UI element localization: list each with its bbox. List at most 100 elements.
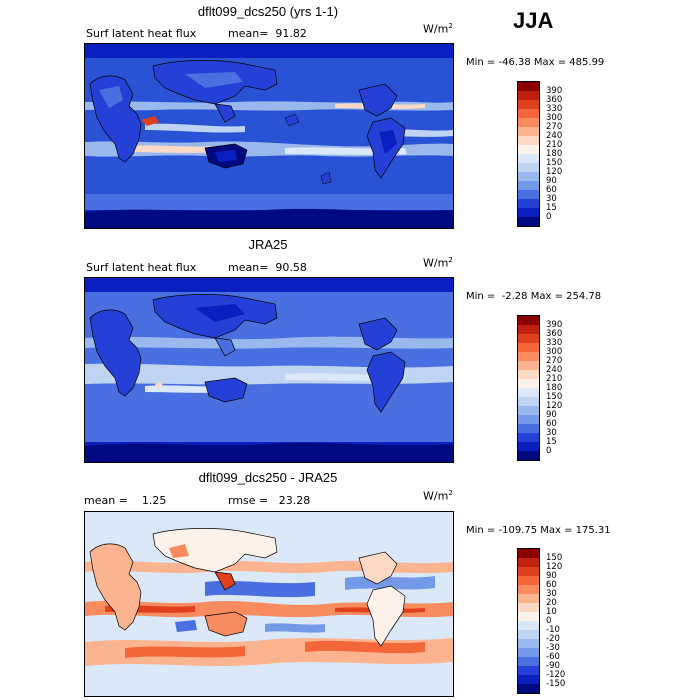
colorbar-obs-segment	[518, 334, 539, 343]
colorbar-model-segment	[518, 163, 539, 172]
colorbar-obs-segment	[518, 406, 539, 415]
colorbar-diff-label: 10	[546, 607, 557, 617]
panel-obs-mean-label: mean= 90.58	[228, 261, 307, 274]
colorbar-obs-segment	[518, 361, 539, 370]
colorbar-model	[517, 81, 540, 227]
colorbar-diff-segment	[518, 585, 539, 594]
panel-model-variable-label: Surf latent heat flux	[86, 27, 197, 40]
colorbar-obs-label: 15	[546, 437, 557, 447]
colorbar-diff-label: -30	[546, 643, 560, 653]
colorbar-diff-segment	[518, 549, 539, 558]
colorbar-diff-label: 60	[546, 580, 557, 590]
colorbar-obs-label: 330	[546, 338, 563, 348]
colorbar-model-segment	[518, 199, 539, 208]
colorbar-obs-label: 300	[546, 347, 563, 357]
colorbar-diff-segment	[518, 603, 539, 612]
colorbar-obs-segment	[518, 370, 539, 379]
colorbar-model-label: 60	[546, 185, 557, 195]
colorbar-obs-label: 360	[546, 329, 563, 339]
colorbar-obs-label: 390	[546, 320, 563, 330]
panel-obs-variable-label: Surf latent heat flux	[86, 261, 197, 274]
colorbar-model-label: 15	[546, 203, 557, 213]
colorbar-model-segment	[518, 217, 539, 226]
colorbar-diff-segment	[518, 630, 539, 639]
colorbar-model-label: 330	[546, 104, 563, 114]
panel-obs-title: JRA25	[248, 237, 288, 252]
colorbar-diff-segment	[518, 558, 539, 567]
colorbar-obs-segment	[518, 442, 539, 451]
colorbar-model-segment	[518, 208, 539, 217]
colorbar-obs-label: 120	[546, 401, 563, 411]
colorbar-model-label: 0	[546, 212, 552, 222]
colorbar-model-segment	[518, 145, 539, 154]
colorbar-model-label: 390	[546, 86, 563, 96]
colorbar-model-segment	[518, 181, 539, 190]
colorbar-diff-segment	[518, 639, 539, 648]
colorbar-model-segment	[518, 127, 539, 136]
colorbar-model-label: 180	[546, 149, 563, 159]
colorbar-obs-segment	[518, 352, 539, 361]
colorbar-obs-label: 150	[546, 392, 563, 402]
colorbar-diff-segment	[518, 684, 539, 693]
colorbar-diff-segment	[518, 594, 539, 603]
colorbar-diff-segment	[518, 612, 539, 621]
colorbar-model-segment	[518, 82, 539, 91]
colorbar-model-label: 240	[546, 131, 563, 141]
panel-model-title: dflt099_dcs250 (yrs 1-1)	[197, 4, 339, 19]
colorbar-diff-segment	[518, 657, 539, 666]
panel-obs-minmax: Min = -2.28 Max = 254.78	[466, 291, 602, 302]
colorbar-obs-segment	[518, 415, 539, 424]
colorbar-diff-label: -120	[546, 670, 566, 680]
season-label: JJA	[513, 8, 554, 33]
colorbar-model-label: 120	[546, 167, 563, 177]
colorbar-obs-label: 210	[546, 374, 563, 384]
colorbar-model-label: 270	[546, 122, 563, 132]
map-model	[84, 43, 454, 229]
colorbar-obs-segment	[518, 388, 539, 397]
colorbar-obs-segment	[518, 424, 539, 433]
colorbar-model-label: 360	[546, 95, 563, 105]
colorbar-model-segment	[518, 190, 539, 199]
colorbar-diff-segment	[518, 675, 539, 684]
panel-diff-units: W/m2	[423, 489, 453, 503]
panel-model-units: W/m2	[423, 22, 453, 36]
panel-diff-rmse-label: rmse = 23.28	[228, 494, 311, 507]
colorbar-obs-segment	[518, 397, 539, 406]
colorbar-diff-label: -10	[546, 625, 560, 635]
colorbar-obs-label: 90	[546, 410, 557, 420]
colorbar-diff-segment	[518, 666, 539, 675]
colorbar-obs-segment	[518, 433, 539, 442]
colorbar-model-segment	[518, 172, 539, 181]
colorbar-diff-segment	[518, 576, 539, 585]
colorbar-diff-label: 90	[546, 571, 557, 581]
colorbar-obs-label: 180	[546, 383, 563, 393]
colorbar-obs-label: 240	[546, 365, 563, 375]
colorbar-obs-segment	[518, 343, 539, 352]
panel-diff-title: dflt099_dcs250 - JRA25	[198, 470, 338, 485]
colorbar-diff-label: 20	[546, 598, 557, 608]
colorbar-diff-segment	[518, 567, 539, 576]
colorbar-model-segment	[518, 100, 539, 109]
colorbar-diff-label: -20	[546, 634, 560, 644]
colorbar-diff-segment	[518, 648, 539, 657]
colorbar-model-label: 300	[546, 113, 563, 123]
map-diff	[84, 511, 454, 697]
colorbar-model-segment	[518, 154, 539, 163]
colorbar-obs-segment	[518, 316, 539, 325]
colorbar-obs-segment	[518, 325, 539, 334]
colorbar-diff-label: 120	[546, 562, 563, 572]
colorbar-obs-label: 60	[546, 419, 557, 429]
colorbar-obs-label: 270	[546, 356, 563, 366]
colorbar-diff-label: -150	[546, 679, 566, 689]
colorbar-model-label: 90	[546, 176, 557, 186]
panel-diff-mean-label: mean = 1.25	[84, 494, 167, 507]
colorbar-diff-label: -90	[546, 661, 560, 671]
panel-model-minmax: Min = -46.38 Max = 485.99	[466, 57, 605, 68]
colorbar-diff-label: 30	[546, 589, 557, 599]
colorbar-diff	[517, 548, 540, 694]
colorbar-model-label: 210	[546, 140, 563, 150]
colorbar-model-label: 30	[546, 194, 557, 204]
colorbar-diff-label: 150	[546, 553, 563, 563]
colorbar-obs	[517, 315, 540, 461]
panel-model-mean-label: mean= 91.82	[228, 27, 307, 40]
